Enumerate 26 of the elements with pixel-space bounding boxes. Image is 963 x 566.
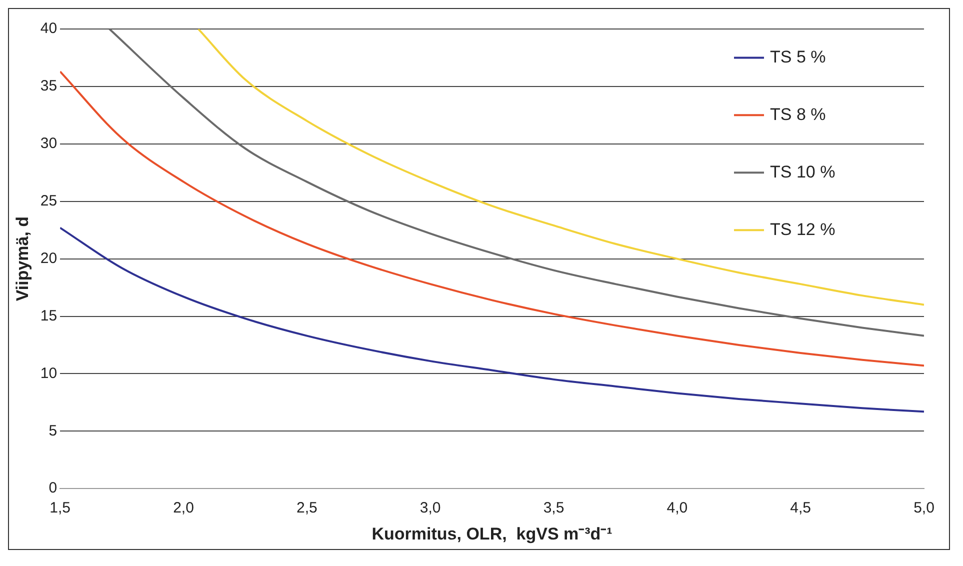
- x-tick-label: 4,0: [666, 500, 688, 517]
- y-tick-label: 40: [40, 20, 58, 38]
- line-series: [108, 29, 924, 337]
- legend-label: TS 12 %: [770, 220, 836, 239]
- legend-label: TS 5 %: [770, 47, 826, 66]
- y-tick-label: 15: [40, 307, 58, 324]
- x-tick-label: 3,0: [420, 500, 441, 517]
- x-axis-title: Kuormitus, OLR, kgVS m⁻³d⁻¹: [372, 524, 613, 544]
- y-tick-label: 10: [40, 364, 58, 382]
- line-series: [60, 70, 924, 367]
- x-tick-label: 3,5: [543, 500, 564, 517]
- y-tick-label: 5: [48, 422, 58, 440]
- y-tick-label: 30: [40, 135, 58, 152]
- x-tick-label: 2,5: [296, 500, 318, 517]
- x-tick-label: 5,0: [914, 500, 934, 517]
- y-tick-label: 35: [40, 78, 58, 95]
- x-tick-label: 2,0: [173, 500, 194, 517]
- legend-label: TS 10 %: [770, 162, 836, 182]
- line-series: [197, 29, 924, 306]
- y-axis-title: Viipymä, d: [12, 216, 32, 302]
- y-tick-label: 0: [48, 480, 58, 497]
- legend-label: TS 8 %: [770, 104, 826, 124]
- x-tick-label: 4,5: [790, 500, 812, 517]
- y-tick-label: 20: [40, 250, 58, 267]
- y-tick-label: 25: [40, 192, 58, 210]
- x-tick-label: 1,5: [50, 500, 71, 517]
